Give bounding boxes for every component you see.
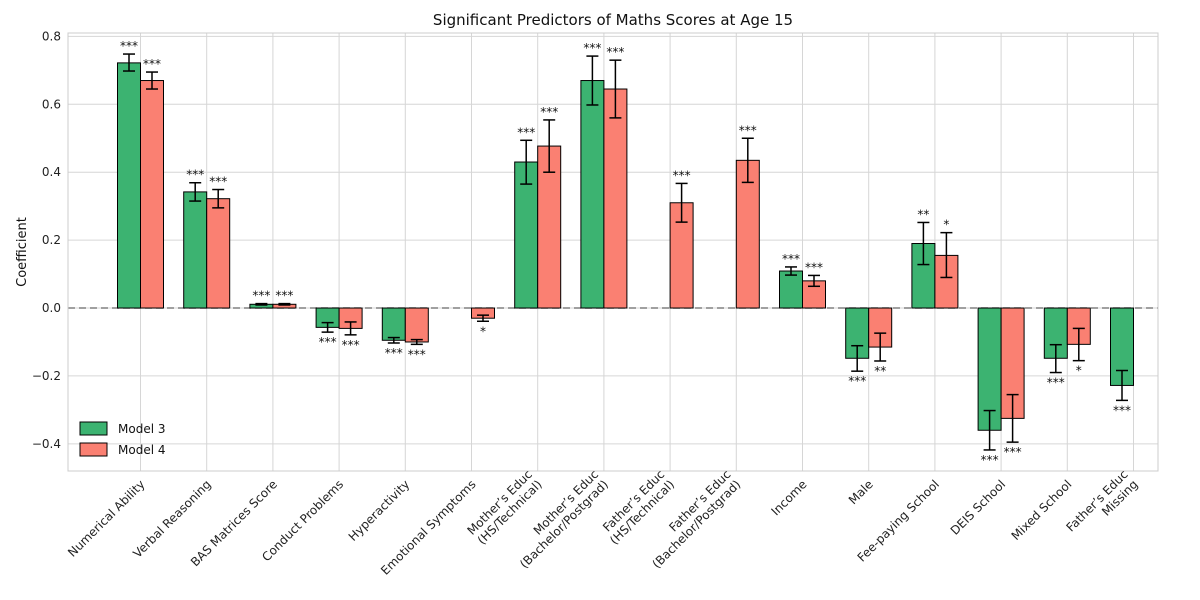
error-bar-model3-13 — [983, 409, 996, 451]
sig-label-model3-1: *** — [186, 168, 204, 182]
sig-label-model4-7: *** — [606, 45, 624, 59]
sig-label-model3-2: *** — [252, 289, 270, 303]
sig-label-model3-15: *** — [1113, 403, 1131, 417]
x-tick-label: Mother’s Educ(HS/Technical) — [464, 467, 544, 547]
error-bar-model3-2 — [255, 302, 268, 306]
legend: Model 3 Model 4 — [79, 421, 165, 457]
error-bar-model3-1 — [189, 181, 202, 202]
sig-label-model3-10: *** — [782, 252, 800, 266]
error-bar-model3-14 — [1049, 343, 1062, 374]
sig-label-model3-14: *** — [1047, 376, 1065, 390]
y-tick-label: −0.4 — [32, 437, 61, 451]
y-tick-label: 0.6 — [42, 97, 61, 111]
sig-label-model4-2: *** — [275, 289, 293, 303]
sig-label-model3-6: *** — [517, 125, 535, 139]
error-bar-model4-3 — [344, 321, 357, 336]
error-bars — [123, 53, 1128, 451]
bar-model4-4 — [404, 307, 429, 343]
sig-label-model4-3: *** — [342, 338, 360, 352]
x-tick-label-line: Income — [768, 477, 809, 518]
sig-label-model3-13: *** — [981, 453, 999, 467]
error-bar-model3-4 — [387, 336, 400, 344]
error-bar-model4-12 — [940, 231, 953, 279]
sig-label-model3-11: *** — [848, 374, 866, 388]
sig-label-model4-10: *** — [805, 260, 823, 274]
x-tick-label: DEIS School — [948, 477, 1009, 538]
x-tick-label: Male — [846, 477, 876, 507]
error-bar-model3-12 — [917, 221, 930, 266]
y-axis-label: Coefficient — [15, 217, 30, 287]
error-bar-model3-15 — [1116, 369, 1128, 402]
sig-label-model4-4: *** — [408, 347, 426, 361]
sig-label-model4-13: *** — [1004, 445, 1022, 459]
error-bar-model3-6 — [520, 139, 533, 185]
bar-model3-1 — [183, 191, 208, 309]
legend-swatch-3 — [79, 421, 108, 436]
error-bar-model3-11 — [851, 344, 864, 372]
error-bar-model4-8 — [675, 182, 688, 223]
y-tick-label: 0.8 — [42, 29, 61, 43]
sig-label-model4-9: *** — [739, 123, 757, 137]
x-tick-label: Hyperactivity — [346, 477, 413, 544]
error-bar-model3-7 — [586, 55, 599, 106]
x-tick-label: Father’s EducMissing — [1063, 467, 1140, 544]
x-tick-label: Mixed School — [1009, 477, 1075, 543]
sig-label-model3-0: *** — [120, 39, 138, 53]
sig-label-model3-3: *** — [319, 335, 337, 349]
sig-label-model4-8: *** — [673, 168, 691, 182]
sig-label-model4-5: * — [480, 324, 486, 338]
y-tick-labels: −0.4 −0.2 0.0 0.2 0.4 0.6 0.8 — [32, 29, 61, 450]
y-tick-label: −0.2 — [32, 369, 61, 383]
sig-label-model4-11: ** — [874, 364, 886, 378]
bar-model4-7 — [603, 88, 628, 309]
sig-label-model4-1: *** — [209, 175, 227, 189]
bar-model3-4 — [381, 307, 406, 341]
plot-frame — [67, 32, 1159, 472]
error-bar-model4-7 — [609, 59, 622, 119]
error-bar-model4-2 — [278, 302, 291, 306]
significance-labels: ****************************************… — [120, 39, 1131, 467]
legend-label-3: Model 3 — [118, 422, 165, 436]
error-bar-model4-9 — [741, 137, 754, 184]
x-tick-label: Income — [768, 477, 809, 518]
bar-model3-10 — [779, 270, 803, 309]
chart-title: Significant Predictors of Maths Scores a… — [433, 11, 793, 29]
bar-model3-7 — [580, 80, 605, 309]
bars — [117, 62, 1134, 431]
error-bar-model4-6 — [543, 119, 556, 173]
error-bar-model4-1 — [212, 188, 225, 209]
error-bar-model3-10 — [785, 266, 797, 276]
error-bar-model3-3 — [321, 321, 334, 333]
error-bar-model4-14 — [1072, 327, 1085, 362]
legend-swatch-4 — [79, 442, 108, 457]
sig-label-model4-6: *** — [540, 105, 558, 119]
y-tick-label: 0.2 — [42, 233, 61, 247]
bar-model3-0 — [117, 62, 141, 309]
sig-label-model3-7: *** — [583, 41, 601, 55]
x-tick-label-line: DEIS School — [948, 477, 1009, 538]
error-bar-model4-10 — [808, 274, 820, 288]
x-tick-label-line: Hyperactivity — [346, 477, 413, 544]
sig-label-model4-0: *** — [143, 57, 161, 71]
error-bar-model4-0 — [146, 71, 158, 90]
y-tick-label: 0.0 — [42, 301, 61, 315]
error-bar-model3-0 — [123, 53, 135, 72]
error-bar-model4-13 — [1006, 393, 1019, 443]
x-tick-label: Father’s Educ(HS/Technical) — [597, 467, 677, 547]
bar-model4-0 — [140, 80, 164, 309]
bar-model4-1 — [206, 198, 231, 309]
y-tick-label: 0.4 — [42, 165, 61, 179]
error-bar-model4-4 — [410, 338, 423, 346]
sig-label-model4-14: * — [1076, 364, 1082, 378]
x-tick-label-line: Male — [846, 477, 876, 507]
legend-label-4: Model 4 — [118, 443, 165, 457]
x-tick-label-line: Mixed School — [1009, 477, 1075, 543]
sig-label-model4-12: * — [943, 218, 949, 232]
sig-label-model3-4: *** — [385, 346, 403, 360]
error-bar-model4-5 — [477, 314, 489, 323]
sig-label-model3-12: ** — [917, 207, 929, 221]
error-bar-model4-11 — [874, 332, 887, 362]
